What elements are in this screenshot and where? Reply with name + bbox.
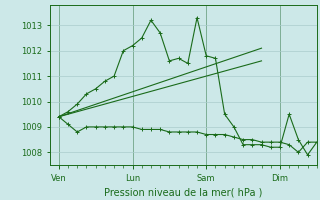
X-axis label: Pression niveau de la mer( hPa ): Pression niveau de la mer( hPa ) <box>104 187 262 197</box>
